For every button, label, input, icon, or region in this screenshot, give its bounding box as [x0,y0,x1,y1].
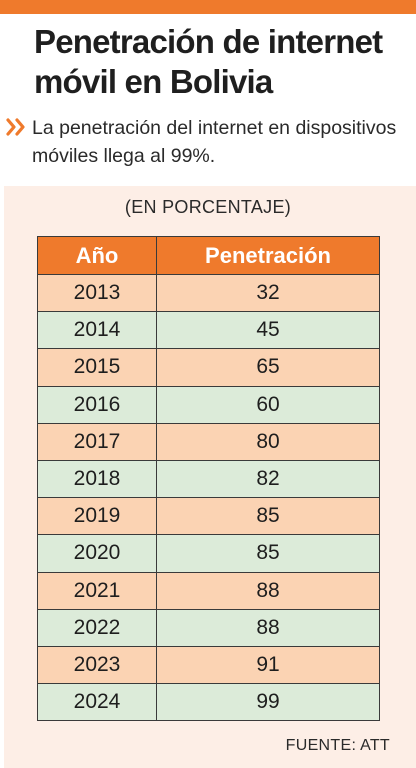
table-row: 2014 45 [37,311,380,350]
table-row: 2013 32 [37,273,380,313]
table-row: 2024 99 [37,683,380,722]
table-row: 2021 88 [37,571,380,610]
column-header-penetration: Penetración [156,236,380,275]
penetration-cell: 80 [156,422,380,461]
penetration-cell: 65 [156,348,380,387]
column-header-year: Año [37,236,157,275]
unit-label: (EN PORCENTAJE) [124,197,292,217]
subtitle: La penetración del internet en dispositi… [32,117,397,167]
year-cell: 2017 [37,422,157,461]
penetration-cell: 88 [156,608,380,647]
year-cell: 2024 [37,683,157,722]
penetration-cell: 85 [156,497,380,536]
penetration-cell: 60 [156,385,380,424]
table-row: 2015 65 [37,348,380,387]
table-row: 2019 85 [37,497,380,536]
year-cell: 2015 [37,348,157,387]
page-title: Penetración de internet móvil en Bolivia [34,23,383,100]
table-row: 2023 91 [37,645,380,685]
table-row: 2017 80 [37,422,380,461]
year-cell: 2019 [37,497,157,536]
year-cell: 2022 [37,608,157,647]
penetration-cell: 85 [156,534,380,573]
penetration-cell: 82 [156,459,380,499]
source-note: FUENTE: ATT [285,737,390,754]
table-row: 2020 85 [37,534,380,573]
year-cell: 2018 [37,459,157,499]
table-body: 2013 32 2014 45 2015 65 2016 60 2017 80 2018 82 2019… [37,273,380,722]
penetration-cell: 99 [156,683,380,722]
year-cell: 2020 [37,534,157,573]
penetration-cell: 45 [156,311,380,350]
table-header-row: Año Penetración [37,236,380,275]
table-row: 2018 82 [37,459,380,499]
year-cell: 2016 [37,385,157,424]
penetration-cell: 88 [156,571,380,610]
year-cell: 2023 [37,645,157,685]
top-accent-bar [0,0,416,14]
subtitle-row: La penetración del internet en dispositi… [6,114,410,170]
year-cell: 2013 [37,273,157,313]
year-cell: 2021 [37,571,157,610]
table-row: 2016 60 [37,385,380,424]
penetration-cell: 91 [156,645,380,685]
data-table: Año Penetración 2013 32 2014 45 2015 65 2016 60… [37,236,380,722]
penetration-cell: 32 [156,273,380,313]
year-cell: 2014 [37,311,157,350]
table-row: 2022 88 [37,608,380,647]
double-chevron-right-icon [6,118,32,141]
